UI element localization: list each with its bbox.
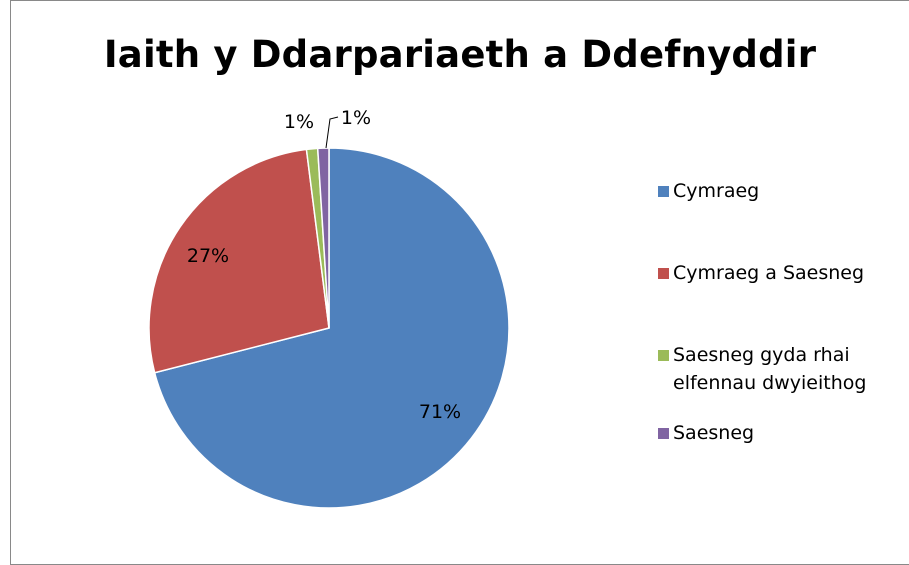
legend-swatch-saesneg-gyda-rhai-elfennau-dwyieithog [658, 350, 669, 361]
chart-title: Iaith y Ddarpariaeth a Ddefnyddir [103, 33, 817, 76]
pie-slice-cymraeg [153, 147, 510, 509]
legend: Cymraeg Cymraeg a Saesneg Saesneg gyda r… [658, 0, 909, 561]
legend-item-cymraeg: Cymraeg [658, 177, 759, 205]
legend-label-cymraeg: Cymraeg [673, 180, 760, 202]
legend-swatch-cymraeg [658, 186, 669, 197]
data-label-cymraeg: 71% [419, 401, 461, 423]
data-label-saesneg-gyda-rhai-elfennau-dwyieithog: 1% [284, 111, 314, 133]
legend-item-cymraeg-a-saesneg: Cymraeg a Saesneg [658, 259, 864, 287]
legend-swatch-saesneg [658, 428, 669, 439]
legend-label-saesneg: Saesneg [673, 422, 755, 444]
legend-item-saesneg-gyda-rhai-elfennau-dwyieithog: Saesneg gyda rhai elfennau dwyieithog [658, 341, 898, 397]
data-label-cymraeg-a-saesneg: 27% [187, 245, 229, 267]
pie-slice-saesneg [316, 147, 330, 329]
data-label-saesneg: 1% [341, 107, 371, 129]
legend-swatch-cymraeg-a-saesneg [658, 268, 669, 279]
legend-label-saesneg-gyda-rhai-elfennau-dwyieithog: Saesneg gyda rhai elfennau dwyieithog [673, 344, 867, 394]
pie-slice-cymraeg-a-saesneg [148, 148, 330, 374]
legend-label-cymraeg-a-saesneg: Cymraeg a Saesneg [673, 262, 865, 284]
leader-line-saesneg [325, 116, 339, 149]
legend-item-saesneg: Saesneg [658, 419, 754, 447]
